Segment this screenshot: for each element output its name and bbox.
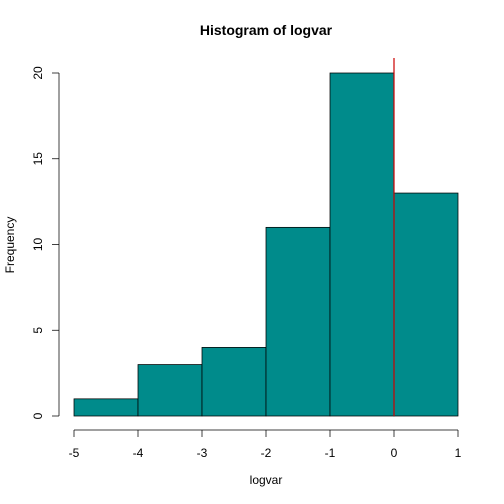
bars-group (73, 72, 459, 417)
y-axis-label: Frequency (3, 217, 17, 274)
x-axis: -5 -4 -3 -2 -1 0 1 (69, 429, 462, 460)
y-tick-label-0: 0 (31, 412, 45, 419)
x-tick-label-1: -4 (133, 446, 144, 460)
x-tick-label-5: 0 (391, 446, 398, 460)
x-tick-label-2: -3 (197, 446, 208, 460)
histogram-bar-3 (265, 226, 331, 417)
x-tick-label-3: -2 (261, 446, 272, 460)
histogram-bar-0 (73, 398, 139, 417)
histogram-bar-4 (329, 72, 395, 417)
histogram-bar-2 (201, 347, 267, 417)
chart-title: Histogram of logvar (200, 22, 333, 38)
x-tick-label-6: 1 (455, 446, 462, 460)
x-axis-label: logvar (250, 473, 283, 487)
y-tick-label-2: 10 (31, 238, 45, 252)
y-axis: 0 5 10 15 20 (31, 66, 60, 419)
y-tick-label-4: 20 (31, 66, 45, 80)
y-tick-label-1: 5 (31, 327, 45, 334)
histogram-bar-5 (393, 192, 459, 417)
y-tick-label-3: 15 (31, 152, 45, 166)
x-tick-label-0: -5 (69, 446, 80, 460)
x-tick-label-4: -1 (325, 446, 336, 460)
histogram-bar-1 (137, 364, 203, 417)
